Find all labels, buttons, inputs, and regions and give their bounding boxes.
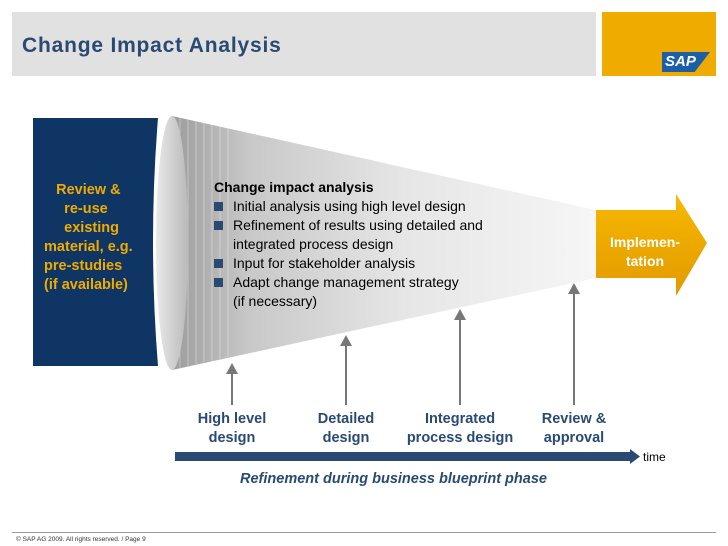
review-panel	[33, 118, 158, 366]
footer-divider	[12, 532, 716, 533]
funnel-content: Change impact analysis Initial analysis …	[214, 178, 574, 311]
review-text: Review & re-use existing material, e.g. …	[44, 182, 133, 293]
footer-copyright: © SAP AG 2009. All rights reserved. / Pa…	[16, 536, 146, 543]
implementation-label: Implemen- tation	[609, 234, 680, 269]
timeline-caption: Refinement during business blueprint pha…	[240, 471, 547, 487]
phase-label-detailed-design: Detailed design	[317, 411, 375, 446]
bullet-list: Initial analysis using high level design…	[214, 197, 574, 311]
timeline-arrow	[175, 449, 640, 464]
phase-label-high-level-design: High level design	[197, 411, 267, 446]
phase-label-integrated-process-design: Integrated process design	[406, 411, 514, 446]
milestone-arrows	[226, 283, 580, 405]
bullet-item: Input for stakeholder analysis	[214, 254, 574, 273]
implementation-arrow	[596, 194, 707, 296]
funnel-heading: Change impact analysis	[214, 179, 374, 195]
phase-label-review-approval: Review & approval	[541, 411, 607, 446]
square-bullet-icon	[214, 278, 223, 287]
bullet-item: Refinement of results using detailed and…	[214, 216, 574, 254]
bullet-text: Refinement of results using detailed and…	[233, 217, 483, 252]
bullet-text: Adapt change management strategy (if nec…	[233, 274, 459, 309]
bullet-text: Initial analysis using high level design	[233, 198, 466, 214]
square-bullet-icon	[214, 259, 223, 268]
bullet-item: Adapt change management strategy (if nec…	[214, 273, 574, 311]
bullet-text: Input for stakeholder analysis	[233, 255, 416, 271]
square-bullet-icon	[214, 202, 223, 211]
square-bullet-icon	[214, 221, 223, 230]
funnel-shape	[172, 116, 596, 370]
bullet-item: Initial analysis using high level design	[214, 197, 574, 216]
sap-logo: SAP	[662, 52, 710, 72]
logo-block: SAP	[602, 12, 716, 76]
funnel-mouth	[156, 116, 188, 370]
page-title: Change Impact Analysis	[22, 34, 282, 57]
time-label: time	[643, 450, 666, 464]
header-bar	[12, 12, 596, 76]
